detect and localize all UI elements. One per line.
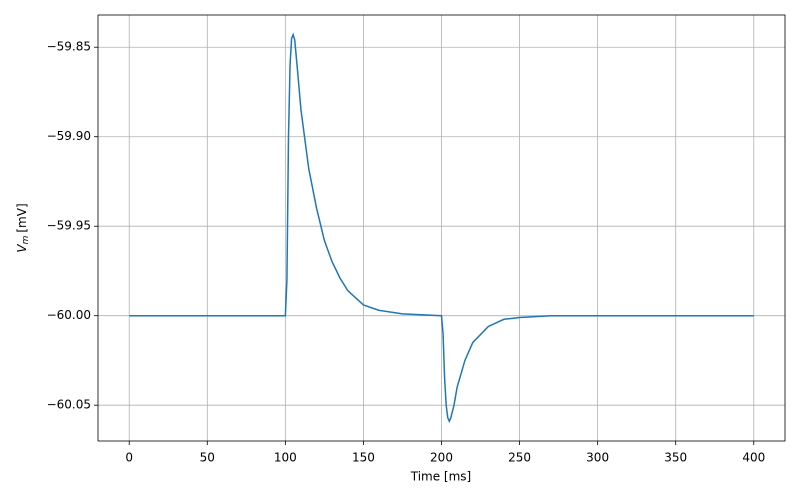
y-label-var: V bbox=[15, 244, 29, 253]
y-axis-label: Vm [mV] bbox=[15, 203, 31, 252]
x-tick-label: 0 bbox=[125, 451, 133, 465]
x-tick-label: 250 bbox=[508, 451, 531, 465]
y-tick-label: −59.85 bbox=[47, 40, 91, 54]
x-tick-label: 300 bbox=[586, 451, 609, 465]
x-tick-label: 100 bbox=[274, 451, 297, 465]
y-tick-label: −60.00 bbox=[47, 308, 91, 322]
y-tick-label: −59.90 bbox=[47, 129, 91, 143]
x-tick-label: 150 bbox=[352, 451, 375, 465]
x-axis-label: Time [ms] bbox=[410, 470, 472, 484]
x-tick-label: 350 bbox=[664, 451, 687, 465]
x-tick-label: 200 bbox=[430, 451, 453, 465]
y-tick-label: −59.95 bbox=[47, 219, 91, 233]
x-tick-label: 50 bbox=[200, 451, 215, 465]
x-tick-label: 400 bbox=[742, 451, 765, 465]
plot-frame bbox=[97, 14, 786, 442]
series-line bbox=[129, 32, 754, 424]
y-tick-label: −60.05 bbox=[47, 398, 91, 412]
y-label-unit: [mV] bbox=[15, 203, 29, 232]
y-label-sub: m bbox=[21, 235, 31, 244]
